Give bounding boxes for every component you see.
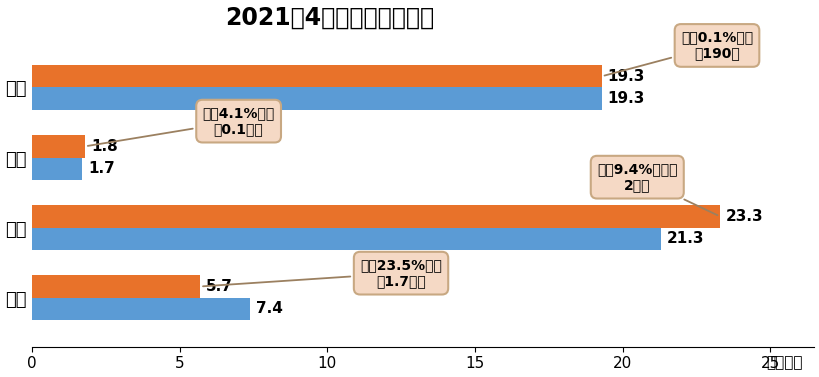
Text: 增长4.1%，增
加0.1万辆: 增长4.1%，增 加0.1万辆 — [88, 106, 274, 146]
Text: 19.3: 19.3 — [607, 91, 645, 106]
Bar — [32, 205, 719, 228]
Bar — [32, 298, 250, 320]
Text: 23.3: 23.3 — [725, 209, 762, 224]
Text: 19.3: 19.3 — [607, 69, 645, 84]
Text: 21.3: 21.3 — [666, 231, 704, 246]
Title: 2021年4月货车分车型销量: 2021年4月货车分车型销量 — [224, 6, 433, 29]
Bar — [32, 65, 601, 87]
Text: （万辆）: （万辆） — [766, 355, 802, 370]
Text: 增长9.4%，增加
2万辆: 增长9.4%，增加 2万辆 — [596, 162, 717, 215]
Text: 1.8: 1.8 — [91, 139, 118, 154]
Text: 增长0.1%，增
加190辆: 增长0.1%，增 加190辆 — [604, 31, 752, 75]
Text: 下降23.5%，减
少1.7万辆: 下降23.5%，减 少1.7万辆 — [203, 258, 441, 288]
Bar — [32, 135, 85, 158]
Bar — [32, 228, 660, 250]
Bar — [32, 158, 82, 180]
Bar — [32, 87, 601, 110]
Text: 1.7: 1.7 — [88, 161, 115, 176]
Bar — [32, 275, 200, 298]
Text: 5.7: 5.7 — [206, 279, 233, 294]
Text: 7.4: 7.4 — [256, 301, 283, 316]
